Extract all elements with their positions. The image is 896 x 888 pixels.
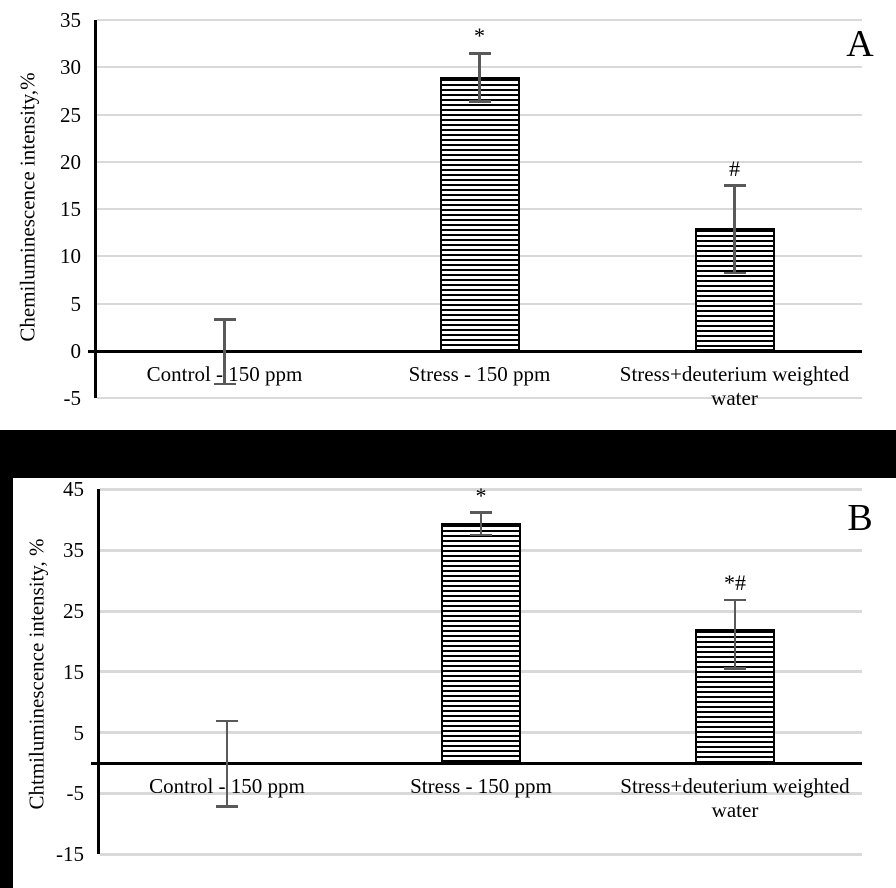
y-tick-label: 5 — [73, 720, 85, 745]
y-tick-label: 30 — [60, 55, 81, 80]
y-axis-line — [97, 489, 100, 855]
error-bar-cap-top — [213, 318, 236, 322]
error-bar-line-control-150-ppm — [225, 721, 229, 807]
error-bar-line-stress-deuterium-weighted-water — [733, 185, 736, 273]
y-tick-label: 25 — [63, 599, 84, 623]
gridline — [100, 791, 862, 795]
gridline — [100, 487, 862, 491]
significance-marker: * — [475, 482, 487, 508]
y-tick-label: 35 — [60, 8, 81, 32]
y-tick-label: 15 — [60, 197, 81, 222]
gridline — [100, 852, 862, 856]
divider-band — [0, 430, 896, 478]
category-label: Stress - 150 ppm — [410, 774, 552, 798]
y-tick-label: 5 — [70, 291, 82, 316]
y-tick-label: 20 — [60, 149, 81, 174]
y-tick-label: -5 — [63, 386, 82, 411]
y-tick-label: -5 — [66, 781, 85, 806]
error-bar-line-stress-deuterium-weighted-water — [733, 600, 737, 669]
error-bar-line-stress-150-ppm — [479, 512, 483, 535]
error-bar-cap-bottom — [213, 382, 236, 386]
error-bar-cap-top — [216, 719, 238, 723]
error-bar-line-stress-150-ppm — [478, 53, 481, 102]
error-bar-cap-top — [468, 51, 491, 55]
chart-panel-b: Chtmiluminescence intensity, % B 45 35 25 1… — [0, 477, 896, 888]
left-border-strip — [0, 430, 13, 888]
error-bar-line-control-150-ppm — [223, 319, 226, 385]
category-label: Control - 150 ppm — [149, 774, 305, 798]
gridline — [97, 397, 862, 400]
category-label: Control - 150 ppm — [146, 362, 303, 386]
category-label: Stress+deuterium weighted water — [619, 362, 850, 410]
y-tick-label: 45 — [63, 477, 84, 502]
error-bar-cap-bottom — [724, 667, 746, 671]
error-bar-cap-bottom — [470, 533, 492, 537]
panel-label-a: A — [846, 23, 874, 65]
category-label: Stress - 150 ppm — [408, 362, 551, 386]
x-axis-line — [91, 761, 862, 765]
category-label: Stress+deuterium weighted water — [620, 774, 850, 822]
panel-label-b: B — [847, 497, 873, 539]
y-tick-label: -15 — [56, 842, 84, 867]
significance-marker: *# — [724, 570, 746, 596]
y-tick-label: 0 — [70, 339, 82, 363]
error-bar-cap-top — [724, 598, 746, 602]
chart-panel-a: Chemiluminescence intensity,% A 35 30 25 20… — [0, 0, 896, 430]
y-tick-label: 25 — [60, 102, 81, 127]
y-tick-label: 10 — [60, 244, 81, 269]
x-axis-line — [88, 349, 862, 353]
error-bar-cap-bottom — [468, 99, 491, 103]
error-bar-cap-bottom — [216, 805, 238, 809]
error-bar-cap-bottom — [723, 271, 746, 275]
bar-stress-150-ppm — [441, 523, 521, 763]
error-bar-cap-top — [470, 511, 492, 514]
bar-stress-150-ppm — [439, 76, 520, 351]
significance-marker: # — [729, 155, 740, 181]
gridline — [97, 19, 862, 21]
y-tick-label: 35 — [63, 538, 84, 563]
error-bar-cap-top — [723, 184, 746, 187]
y-axis-line — [94, 20, 97, 399]
y-tick-label: 15 — [63, 659, 84, 684]
significance-marker: * — [474, 23, 485, 49]
